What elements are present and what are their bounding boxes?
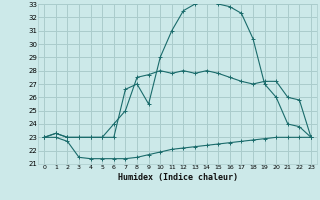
- X-axis label: Humidex (Indice chaleur): Humidex (Indice chaleur): [118, 173, 238, 182]
